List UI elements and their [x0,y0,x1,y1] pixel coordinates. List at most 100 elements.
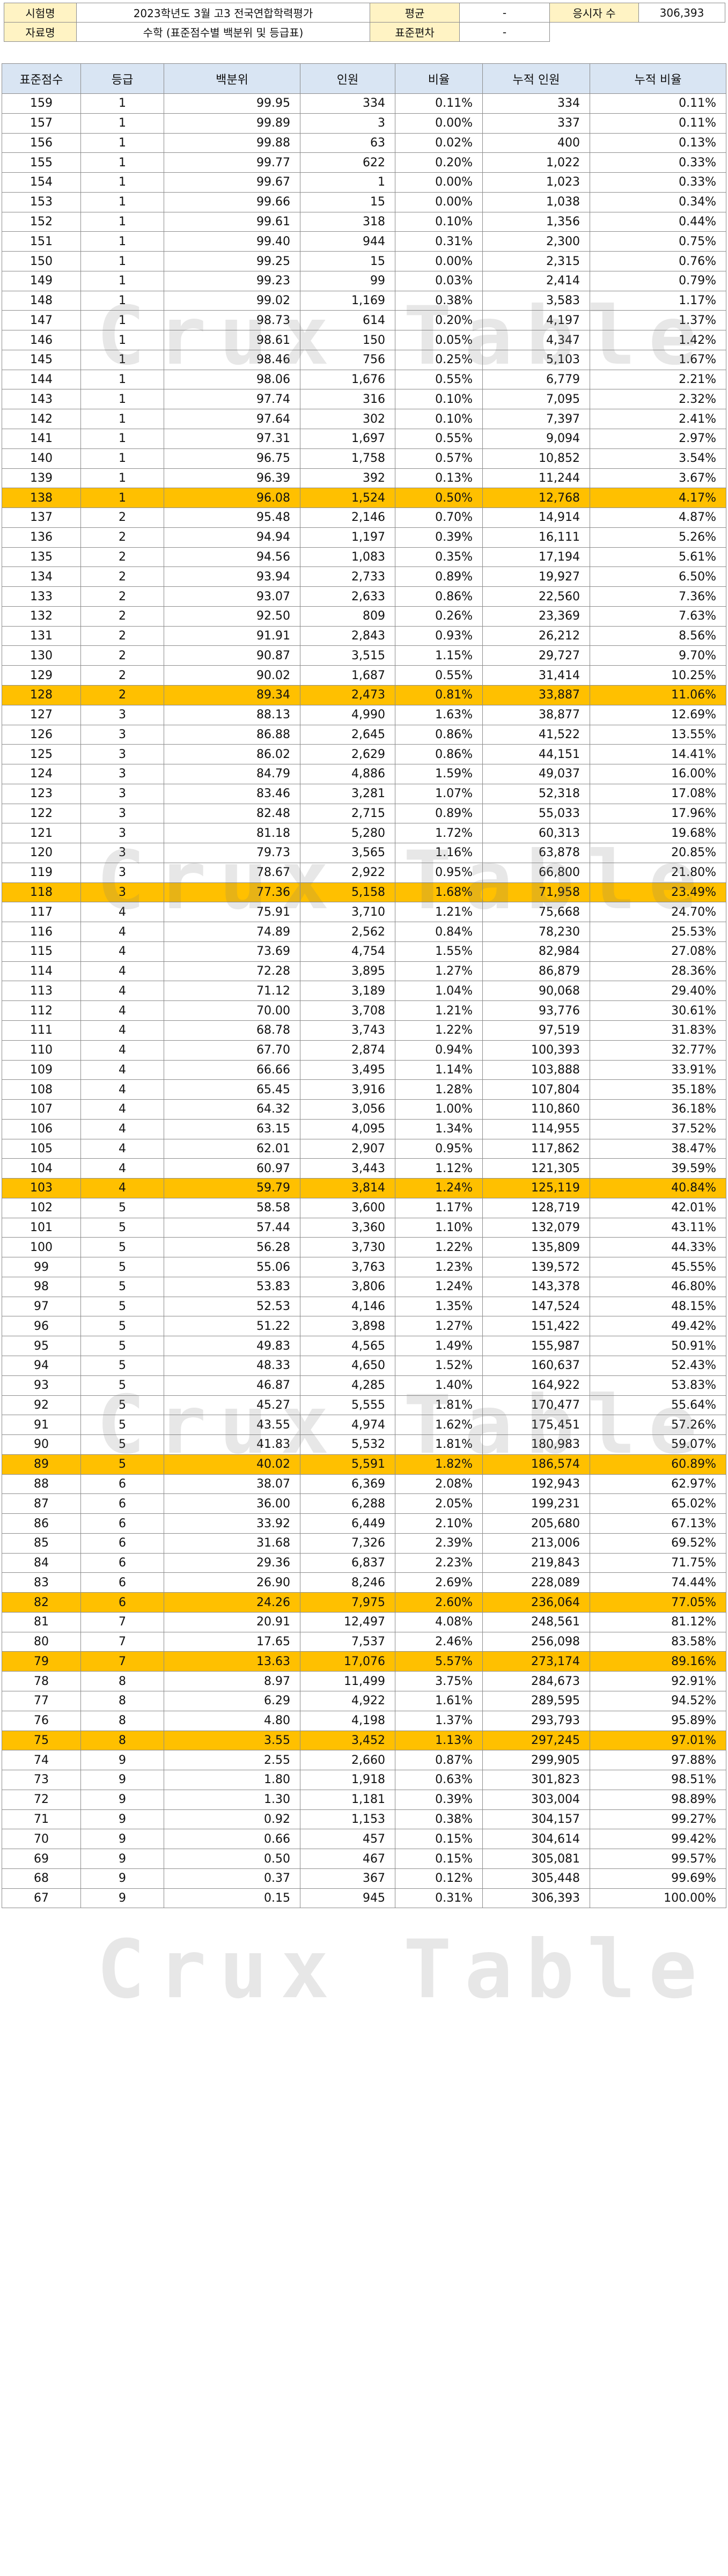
cell-ratio: 1.07% [395,783,483,804]
cell-cum-ratio: 83.58% [590,1631,726,1652]
table-row: 138 1 96.08 1,524 0.50% 12,768 4.17% [2,488,726,509]
cell-grade: 3 [80,744,164,765]
table-row: 156 1 99.88 63 0.02% 400 0.13% [2,133,726,153]
cell-count: 622 [300,152,395,173]
cell-count: 5,532 [300,1434,395,1455]
cell-grade: 1 [80,113,164,134]
cell-cum-count: 100,393 [482,1040,590,1061]
cell-count: 3,743 [300,1020,395,1041]
cell-grade: 2 [80,547,164,568]
cell-cum-count: 93,776 [482,1000,590,1021]
cell-cum-count: 4,347 [482,330,590,350]
cell-cum-count: 175,451 [482,1415,590,1436]
cell-cum-ratio: 1.42% [590,330,726,350]
cell-grade: 9 [80,1868,164,1889]
cell-percentile: 20.91 [164,1611,300,1632]
empty-cell [550,23,639,42]
cell-count: 7,326 [300,1533,395,1554]
cell-ratio: 0.15% [395,1849,483,1869]
col-header-grade: 등급 [80,63,164,94]
cell-cum-ratio: 8.56% [590,625,726,646]
cell-cum-count: 60,313 [482,823,590,844]
cell-grade: 5 [80,1197,164,1218]
cell-cum-ratio: 19.68% [590,823,726,844]
table-row: 112 4 70.00 3,708 1.21% 93,776 30.61% [2,1000,726,1021]
mean-label: 평균 [370,3,460,23]
cell-cum-ratio: 5.61% [590,547,726,568]
cell-percentile: 1.80 [164,1770,300,1790]
cell-count: 6,288 [300,1493,395,1514]
cell-ratio: 2.23% [395,1552,483,1573]
cell-cum-ratio: 92.91% [590,1671,726,1692]
cell-cum-ratio: 65.02% [590,1493,726,1514]
table-row: 149 1 99.23 99 0.03% 2,414 0.79% [2,270,726,291]
table-row: 130 2 90.87 3,515 1.15% 29,727 9.70% [2,645,726,666]
cell-ratio: 0.00% [395,172,483,193]
cell-cum-count: 304,157 [482,1809,590,1830]
cell-ratio: 0.05% [395,330,483,350]
col-header-cum-ratio: 누적 비율 [590,63,726,94]
cell-score: 114 [2,961,81,982]
cell-count: 316 [300,389,395,410]
table-row: 104 4 60.97 3,443 1.12% 121,305 39.59% [2,1158,726,1179]
cell-grade: 3 [80,724,164,745]
cell-cum-count: 103,888 [482,1059,590,1080]
cell-cum-ratio: 2.32% [590,389,726,410]
cell-cum-ratio: 53.83% [590,1375,726,1396]
cell-cum-ratio: 98.51% [590,1770,726,1790]
cell-ratio: 0.31% [395,231,483,252]
cell-cum-ratio: 46.80% [590,1276,726,1297]
cell-cum-ratio: 33.91% [590,1059,726,1080]
table-row: 148 1 99.02 1,169 0.38% 3,583 1.17% [2,290,726,311]
cell-score: 76 [2,1710,81,1731]
data-name-value: 수학 (표준점수별 백분위 및 등급표) [76,22,370,42]
cell-ratio: 1.63% [395,704,483,725]
cell-grade: 1 [80,409,164,430]
cell-percentile: 52.53 [164,1296,300,1317]
cell-cum-count: 143,378 [482,1276,590,1297]
cell-count: 5,158 [300,882,395,903]
cell-count: 12,497 [300,1611,395,1632]
cell-grade: 4 [80,1158,164,1179]
cell-cum-count: 90,068 [482,981,590,1002]
cell-grade: 6 [80,1552,164,1573]
cell-score: 94 [2,1356,81,1376]
cell-count: 1,083 [300,547,395,568]
cell-cum-ratio: 0.11% [590,93,726,114]
cell-count: 4,754 [300,941,395,962]
data-name-label: 자료명 [4,22,77,42]
cell-count: 4,886 [300,764,395,784]
cell-ratio: 0.87% [395,1750,483,1771]
cell-percentile: 93.07 [164,586,300,607]
cell-cum-count: 337 [482,113,590,134]
cell-percentile: 62.01 [164,1138,300,1159]
cell-cum-count: 16,111 [482,527,590,548]
cell-percentile: 99.67 [164,172,300,193]
cell-cum-count: 33,887 [482,685,590,705]
cell-count: 1,676 [300,369,395,390]
cell-grade: 5 [80,1237,164,1258]
cell-ratio: 3.75% [395,1671,483,1692]
cell-cum-ratio: 16.00% [590,764,726,784]
cell-score: 143 [2,389,81,410]
table-row: 114 4 72.28 3,895 1.27% 86,879 28.36% [2,961,726,982]
cell-percentile: 36.00 [164,1493,300,1514]
cell-percentile: 24.26 [164,1592,300,1613]
cell-cum-ratio: 0.34% [590,192,726,212]
cell-cum-ratio: 57.26% [590,1415,726,1436]
cell-cum-ratio: 37.52% [590,1118,726,1139]
table-row: 145 1 98.46 756 0.25% 5,103 1.67% [2,349,726,370]
cell-score: 95 [2,1336,81,1356]
cell-count: 2,629 [300,744,395,765]
cell-grade: 6 [80,1592,164,1613]
table-row: 89 5 40.02 5,591 1.82% 186,574 60.89% [2,1454,726,1475]
table-row: 143 1 97.74 316 0.10% 7,095 2.32% [2,389,726,410]
cell-grade: 2 [80,586,164,607]
cell-count: 6,449 [300,1513,395,1534]
cell-cum-ratio: 13.55% [590,724,726,745]
cell-ratio: 0.11% [395,93,483,114]
table-row: 140 1 96.75 1,758 0.57% 10,852 3.54% [2,448,726,469]
cell-count: 3,708 [300,1000,395,1021]
cell-score: 156 [2,133,81,153]
table-row: 132 2 92.50 809 0.26% 23,369 7.63% [2,606,726,627]
